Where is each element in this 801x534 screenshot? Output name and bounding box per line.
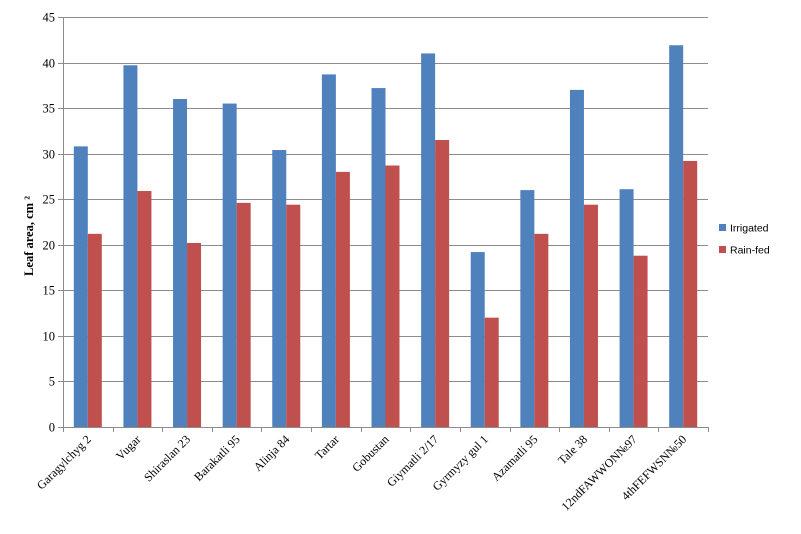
bar-irrigated xyxy=(371,88,386,428)
bar-rain-fed xyxy=(484,317,499,427)
y-tick-label: 25 xyxy=(43,193,56,207)
y-tick-label: 5 xyxy=(49,375,55,389)
x-tick-label: Azamatli 95 xyxy=(489,432,541,484)
y-tick-label: 30 xyxy=(43,148,56,162)
bar-rain-fed xyxy=(534,233,549,427)
x-tick-label: Tartar xyxy=(312,432,342,462)
bar-irrigated xyxy=(173,99,188,427)
bar-rain-fed xyxy=(435,140,450,427)
bar-irrigated xyxy=(222,103,237,428)
bar-rain-fed xyxy=(683,160,698,427)
bar-rain-fed xyxy=(583,204,598,427)
bar-irrigated xyxy=(470,252,485,427)
bars xyxy=(73,45,698,428)
x-tick-label: Barakatli 95 xyxy=(191,432,243,484)
y-tick-label: 0 xyxy=(49,421,55,435)
y-tick-label: 40 xyxy=(43,57,56,71)
legend-label: Irrigated xyxy=(730,223,769,235)
bar-irrigated xyxy=(520,190,535,427)
bar-rain-fed xyxy=(633,255,648,427)
legend-swatch xyxy=(719,246,726,253)
axes xyxy=(58,17,709,432)
bar-irrigated xyxy=(73,146,88,427)
x-tick-label: Tale 38 xyxy=(555,432,590,467)
bar-rain-fed xyxy=(236,202,251,427)
bar-irrigated xyxy=(421,53,436,427)
legend: Irrigated Rain-fed xyxy=(719,223,770,257)
bar-irrigated xyxy=(669,45,684,427)
bar-rain-fed xyxy=(187,242,202,427)
x-tick-label: Vugar xyxy=(113,432,144,463)
x-tick-label: Shiraslan 23 xyxy=(141,432,193,484)
bar-irrigated xyxy=(123,65,138,428)
y-tick-labels: 0 5 10 15 20 25 30 35 40 45 xyxy=(43,11,56,435)
x-tick-label: Garagylchyg 2 xyxy=(34,432,94,492)
x-tick-label: Alinja 84 xyxy=(251,432,293,474)
bar-rain-fed xyxy=(87,233,102,427)
bar-irrigated xyxy=(272,150,287,427)
legend-swatch xyxy=(719,224,726,231)
x-tick-label: Gobustan xyxy=(349,432,391,474)
bar-irrigated xyxy=(569,89,584,427)
bar-rain-fed xyxy=(385,165,400,427)
bar-irrigated xyxy=(619,189,634,427)
y-tick-label: 45 xyxy=(43,11,56,25)
y-tick-label: 15 xyxy=(43,284,56,298)
y-tick-label: 10 xyxy=(43,330,56,344)
y-tick-label: 20 xyxy=(43,239,56,253)
bar-rain-fed xyxy=(286,204,301,427)
bar-rain-fed xyxy=(137,191,152,427)
bar-irrigated xyxy=(321,74,336,428)
y-axis-label: Leaf area, cm ² xyxy=(22,196,36,276)
legend-label: Rain-fed xyxy=(730,245,770,257)
bar-rain-fed xyxy=(335,171,350,427)
y-tick-label: 35 xyxy=(43,102,56,116)
